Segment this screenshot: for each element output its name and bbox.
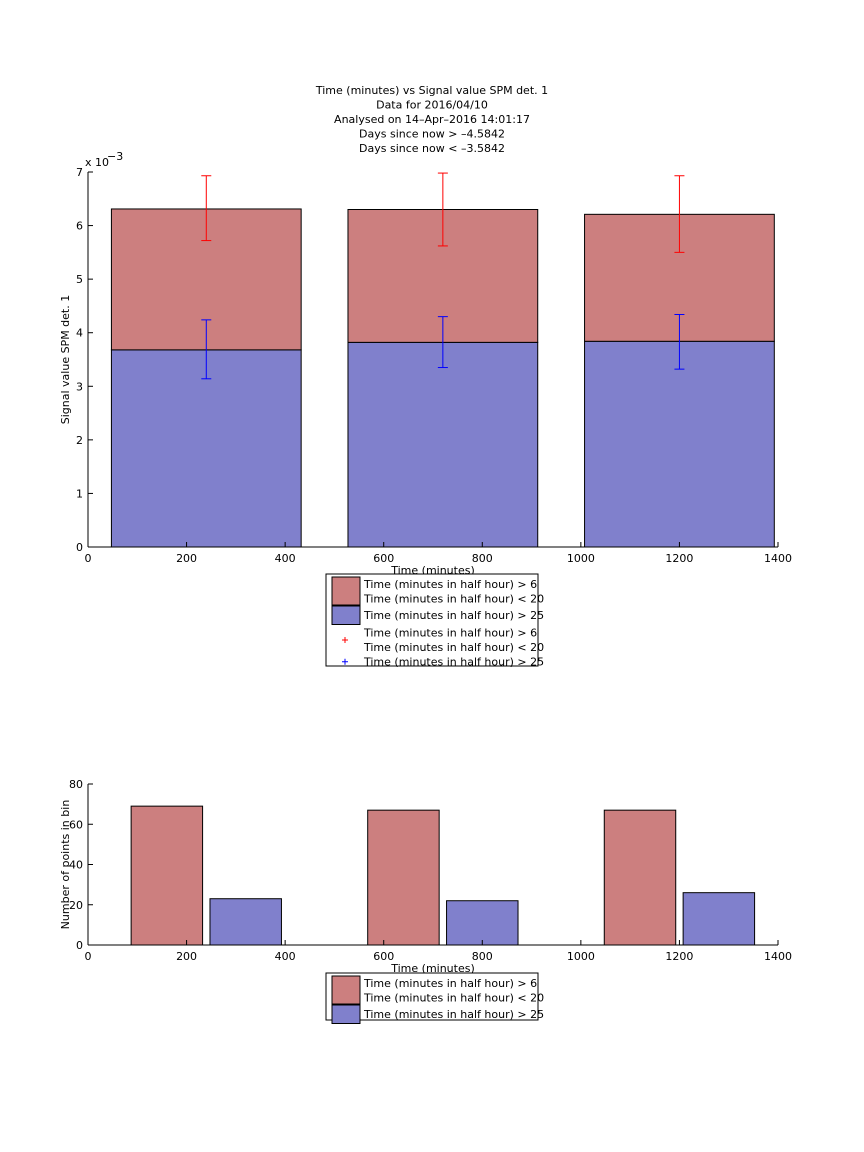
y-axis-label: Signal value SPM det. 1: [59, 295, 72, 425]
count-bar-25: [209, 898, 282, 946]
y-tick-label: 6: [76, 220, 83, 233]
legend-label: Time (minutes in half hour) > 25: [363, 656, 544, 669]
y-axis-label: Number of points in bin: [59, 800, 72, 930]
y-tick-label: 0: [76, 541, 83, 554]
count-bar-6-20: [130, 805, 204, 946]
y-tick-label: 2: [76, 434, 83, 447]
figure-title: Time (minutes) vs Signal value SPM det. …: [315, 84, 548, 155]
legend-label: Time (minutes in half hour) > 6: [363, 578, 537, 591]
y-tick-label: 3: [76, 380, 83, 393]
legend-label: Time (minutes in half hour) > 6: [363, 977, 537, 990]
legend-swatch: [331, 1004, 361, 1024]
x-tick-label: 800: [472, 950, 493, 963]
title-line: Data for 2016/04/10: [376, 99, 488, 112]
y-tick-label: 80: [69, 778, 83, 791]
x-tick-label: 0: [85, 950, 92, 963]
legend-label: Time (minutes in half hour) < 20: [363, 593, 544, 606]
legend-swatch: [331, 605, 361, 625]
title-line: Days since now < –3.5842: [359, 142, 505, 155]
bar-lower: [110, 349, 302, 548]
x-tick-label: 1000: [567, 552, 595, 565]
x-tick-label: 400: [275, 950, 296, 963]
x-tick-label: 200: [176, 552, 197, 565]
y-exponent: −3: [107, 150, 123, 163]
legend-swatch: [331, 576, 361, 606]
x-tick-label: 600: [373, 552, 394, 565]
x-axis-label: Time (minutes): [390, 962, 475, 975]
title-line: Time (minutes) vs Signal value SPM det. …: [315, 84, 548, 97]
legend-label: Time (minutes in half hour) < 20: [363, 992, 544, 1005]
legend-box: [325, 972, 539, 1021]
count-bar-25: [446, 900, 519, 946]
legend-label: Time (minutes in half hour) < 20: [363, 641, 544, 654]
bar-lower: [584, 340, 775, 548]
y-tick-label: 1: [76, 487, 83, 500]
x-tick-label: 1400: [764, 950, 792, 963]
y-tick-label: 40: [69, 859, 83, 872]
x-tick-label: 1000: [567, 950, 595, 963]
x-tick-label: 800: [472, 552, 493, 565]
y-exponent-label: x 10: [85, 156, 109, 169]
x-tick-label: 1200: [665, 552, 693, 565]
legend-label: Time (minutes in half hour) > 25: [363, 1008, 544, 1021]
y-tick-label: 7: [76, 166, 83, 179]
legend-label: Time (minutes in half hour) > 25: [363, 609, 544, 622]
count-bar-6-20: [603, 809, 677, 946]
title-line: Days since now > –4.5842: [359, 128, 505, 141]
y-tick-label: 5: [76, 273, 83, 286]
y-tick-label: 0: [76, 939, 83, 952]
legend-box: [325, 573, 539, 667]
x-tick-label: 400: [275, 552, 296, 565]
x-tick-label: 200: [176, 950, 197, 963]
count-chart-legend: Time (minutes in half hour) > 6 Time (min…: [325, 972, 544, 1024]
y-tick-label: 4: [76, 327, 83, 340]
x-tick-label: 1200: [665, 950, 693, 963]
y-tick-label: 60: [69, 818, 83, 831]
legend-swatch: [331, 975, 361, 1005]
x-tick-label: 1400: [764, 552, 792, 565]
count-bar-25: [682, 892, 756, 946]
legend-label: Time (minutes in half hour) > 6: [363, 627, 537, 640]
count-bar-6-20: [367, 809, 440, 946]
y-tick-label: 20: [69, 899, 83, 912]
count-chart: 0 200 400 600 800 1000 1200 1400 0 20 40 60 80 Time (…: [59, 778, 792, 975]
bar-lower: [347, 341, 539, 548]
x-tick-label: 0: [85, 552, 92, 565]
x-tick-label: 600: [373, 950, 394, 963]
title-line: Analysed on 14–Apr–2016 14:01:17: [334, 113, 530, 126]
